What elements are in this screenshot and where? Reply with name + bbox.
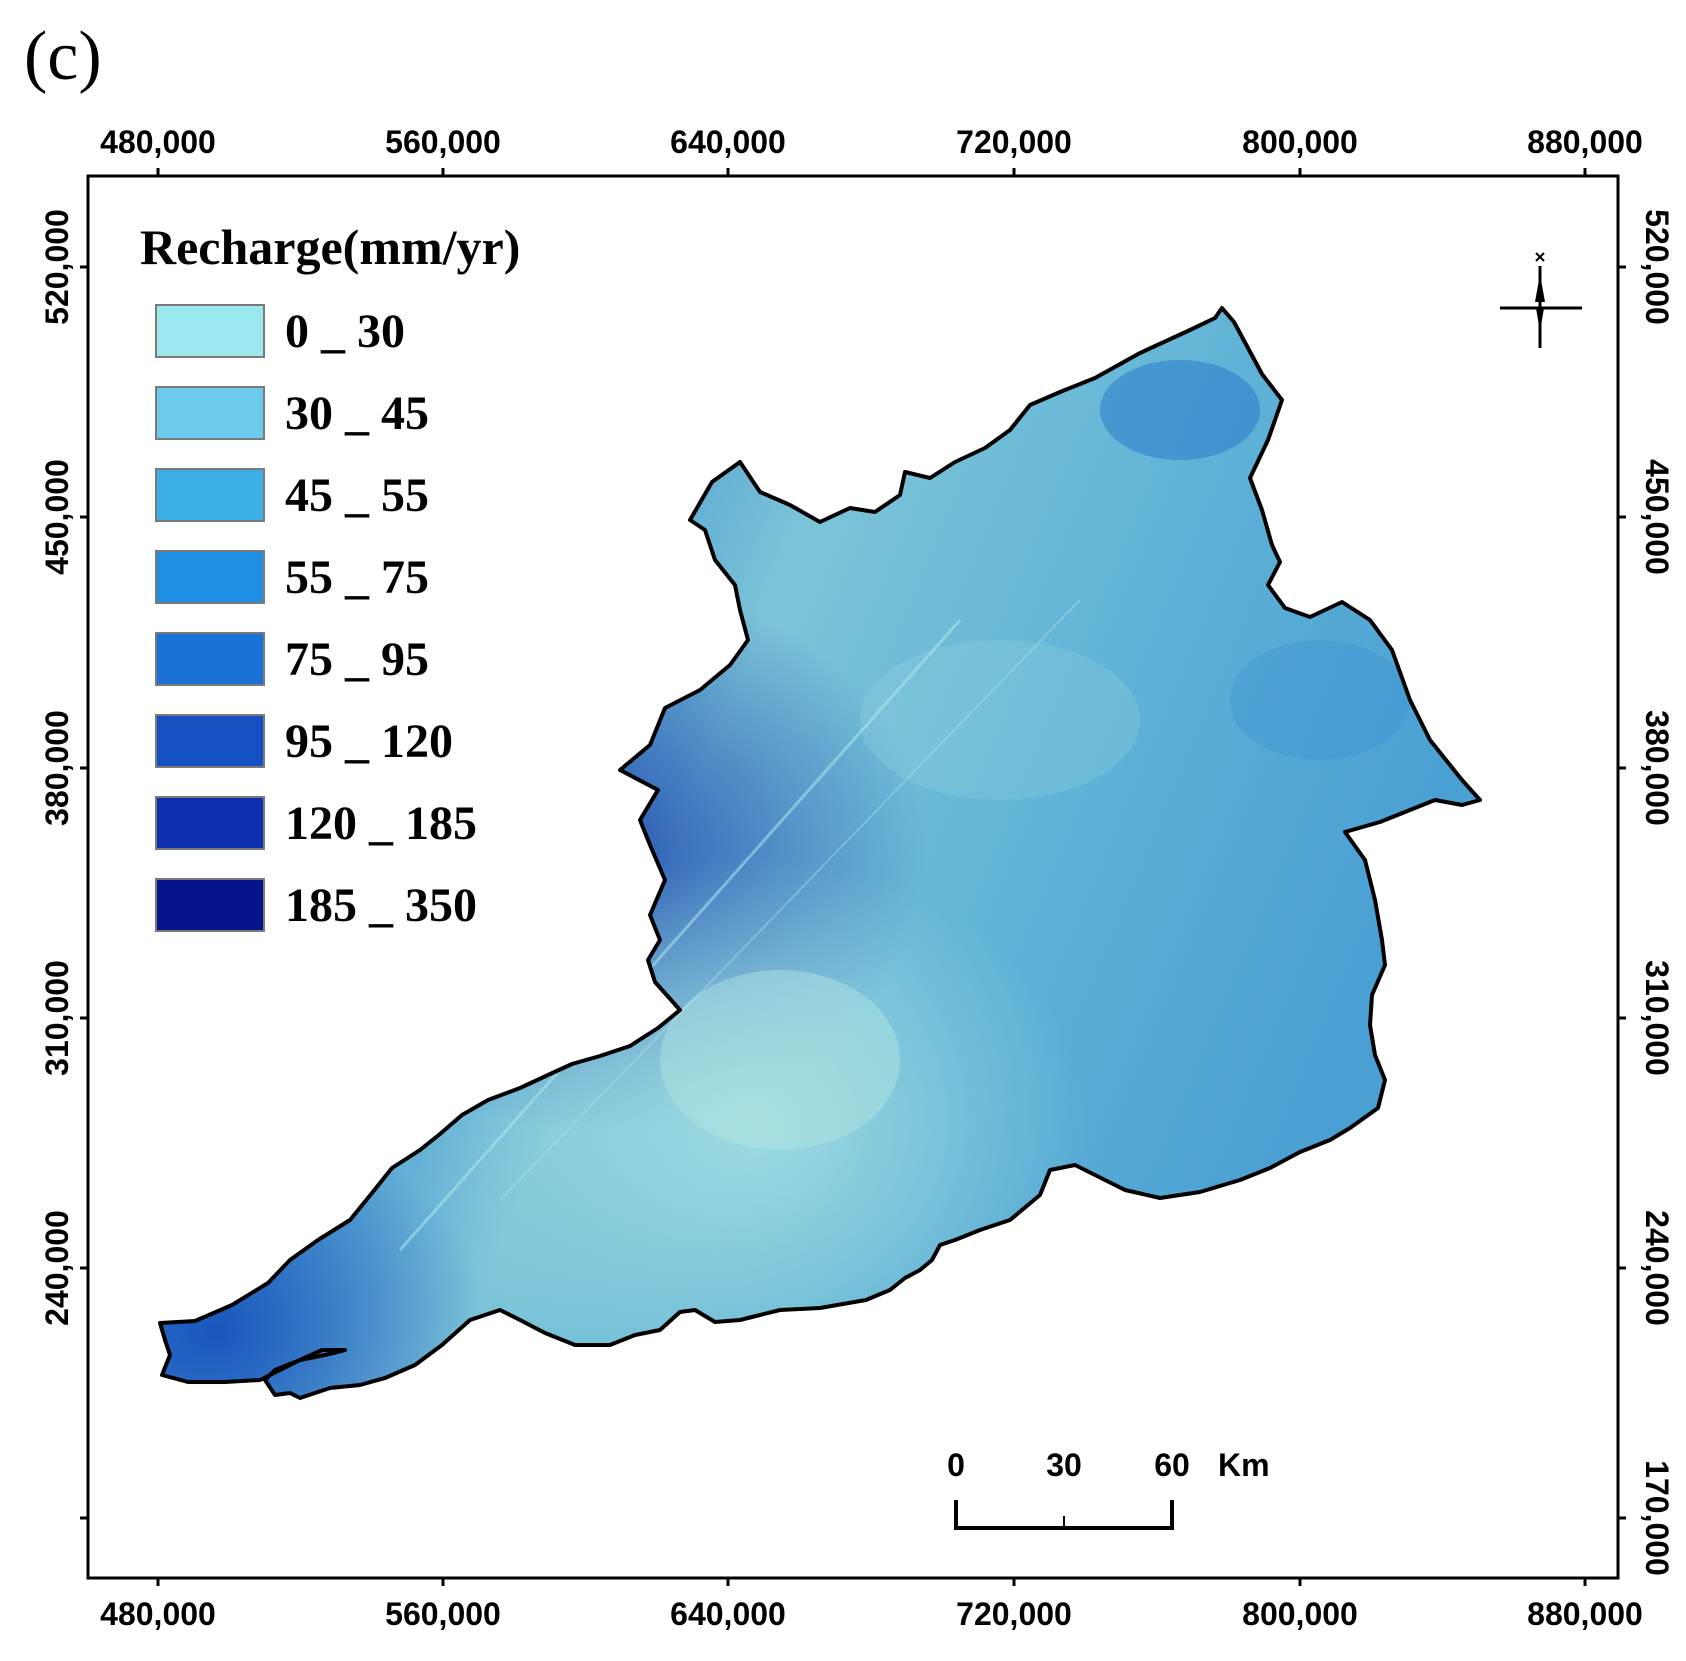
x-tick-top-6: 880,000 [1527, 124, 1643, 160]
x-tick-bottom-4: 720,000 [956, 1596, 1072, 1632]
legend-swatch [155, 714, 265, 768]
x-tick-top-2: 560,000 [385, 124, 501, 160]
x-tick-top-3: 640,000 [670, 124, 786, 160]
legend-swatch [155, 550, 265, 604]
region-outline [158, 306, 1482, 1400]
legend-item: 0 _ 30 [155, 303, 405, 359]
legend-label: 95 _ 120 [285, 714, 453, 768]
y-tick-right-6: 170,000 [1639, 1460, 1675, 1576]
y-tick-left-1: 520,000 [39, 209, 75, 325]
x-tick-bottom-2: 560,000 [385, 1596, 501, 1632]
legend-item: 185 _ 350 [155, 877, 477, 933]
legend-label: 75 _ 95 [285, 632, 429, 686]
top-axis: 480,000 560,000 640,000 720,000 800,000 … [100, 124, 1643, 176]
legend-label: 30 _ 45 [285, 386, 429, 440]
scale-label-0: 0 [947, 1447, 965, 1483]
panel-label: (c) [24, 18, 102, 95]
y-tick-left-4: 310,000 [39, 960, 75, 1076]
x-tick-bottom-6: 880,000 [1527, 1596, 1643, 1632]
x-tick-top-4: 720,000 [956, 124, 1072, 160]
legend-item: 75 _ 95 [155, 631, 429, 687]
x-tick-top-1: 480,000 [100, 124, 216, 160]
right-axis: 520,000 450,000 380,000 310,000 240,000 … [1618, 209, 1675, 1576]
y-tick-left-3: 380,000 [39, 710, 75, 826]
legend-item: 55 _ 75 [155, 549, 429, 605]
legend-item: 95 _ 120 [155, 713, 453, 769]
x-tick-bottom-3: 640,000 [670, 1596, 786, 1632]
legend-swatch [155, 304, 265, 358]
scale-label-60: 60 [1154, 1447, 1190, 1483]
legend-label: 185 _ 350 [285, 878, 477, 932]
x-tick-bottom-5: 800,000 [1242, 1596, 1358, 1632]
x-tick-bottom-1: 480,000 [100, 1596, 216, 1632]
legend-swatch [155, 386, 265, 440]
y-tick-left-5: 240,000 [39, 1210, 75, 1326]
y-tick-right-3: 380,000 [1639, 710, 1675, 826]
y-tick-right-2: 450,000 [1639, 459, 1675, 575]
north-arrow-icon [1500, 252, 1582, 348]
left-axis: 520,000 450,000 380,000 310,000 240,000 [39, 209, 88, 1520]
legend-label: 120 _ 185 [285, 796, 477, 850]
legend-title: Recharge(mm/yr) [140, 219, 521, 275]
scale-label-30: 30 [1046, 1447, 1082, 1483]
x-tick-top-5: 800,000 [1242, 124, 1358, 160]
legend-item: 30 _ 45 [155, 385, 429, 441]
legend-swatch [155, 468, 265, 522]
map-frame [86, 174, 1620, 1580]
legend-label: 55 _ 75 [285, 550, 429, 604]
y-tick-left-2: 450,000 [39, 459, 75, 575]
bottom-axis: 480,000 560,000 640,000 720,000 800,000 … [100, 1578, 1643, 1632]
legend-item: 120 _ 185 [155, 795, 477, 851]
scale-unit: Km [1218, 1447, 1270, 1483]
legend-label: 45 _ 55 [285, 468, 429, 522]
legend-item: 45 _ 55 [155, 467, 429, 523]
y-tick-right-4: 310,000 [1639, 960, 1675, 1076]
y-tick-right-5: 240,000 [1639, 1210, 1675, 1326]
legend-label: 0 _ 30 [285, 304, 405, 358]
legend-swatch [155, 632, 265, 686]
legend-swatch [155, 796, 265, 850]
y-tick-right-1: 520,000 [1639, 209, 1675, 325]
scale-bar: 0 30 60 Km [947, 1447, 1270, 1530]
legend-swatch [155, 878, 265, 932]
